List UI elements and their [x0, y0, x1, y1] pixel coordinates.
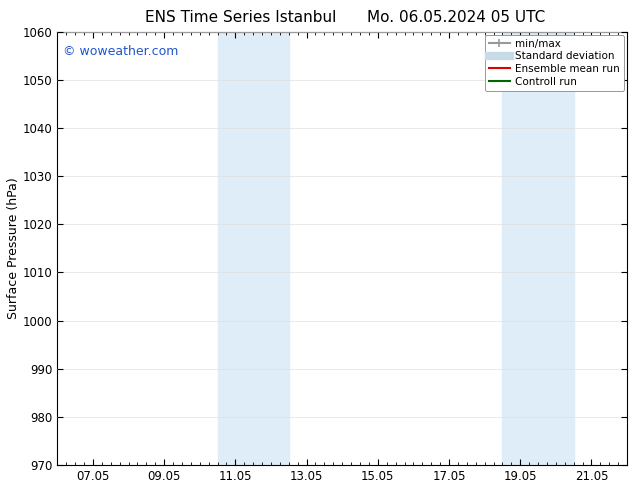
Y-axis label: Surface Pressure (hPa): Surface Pressure (hPa)	[7, 177, 20, 319]
Text: ENS Time Series Istanbul: ENS Time Series Istanbul	[145, 10, 337, 25]
Bar	[502, 31, 574, 465]
Text: © woweather.com: © woweather.com	[63, 45, 178, 57]
Bar	[217, 31, 288, 465]
Legend: min/max, Standard deviation, Ensemble mean run, Controll run: min/max, Standard deviation, Ensemble me…	[485, 35, 624, 91]
Text: Mo. 06.05.2024 05 UTC: Mo. 06.05.2024 05 UTC	[367, 10, 546, 25]
